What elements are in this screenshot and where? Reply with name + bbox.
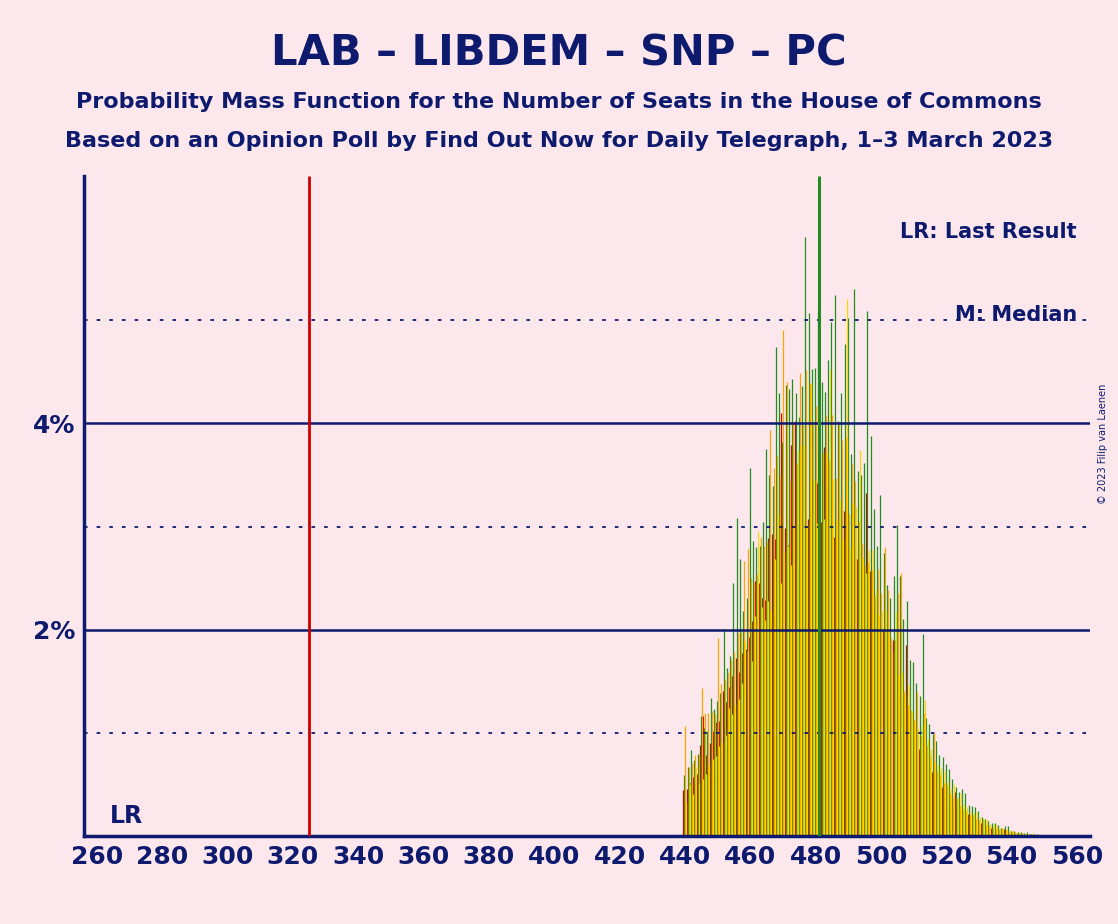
Text: © 2023 Filip van Laenen: © 2023 Filip van Laenen — [1099, 383, 1108, 504]
Text: LR: LR — [110, 804, 143, 828]
Text: Probability Mass Function for the Number of Seats in the House of Commons: Probability Mass Function for the Number… — [76, 92, 1042, 113]
Text: Based on an Opinion Poll by Find Out Now for Daily Telegraph, 1–3 March 2023: Based on an Opinion Poll by Find Out Now… — [65, 131, 1053, 152]
Text: LAB – LIBDEM – SNP – PC: LAB – LIBDEM – SNP – PC — [272, 32, 846, 74]
Text: LR: Last Result: LR: Last Result — [900, 222, 1077, 242]
Text: M: Median: M: Median — [955, 305, 1077, 324]
